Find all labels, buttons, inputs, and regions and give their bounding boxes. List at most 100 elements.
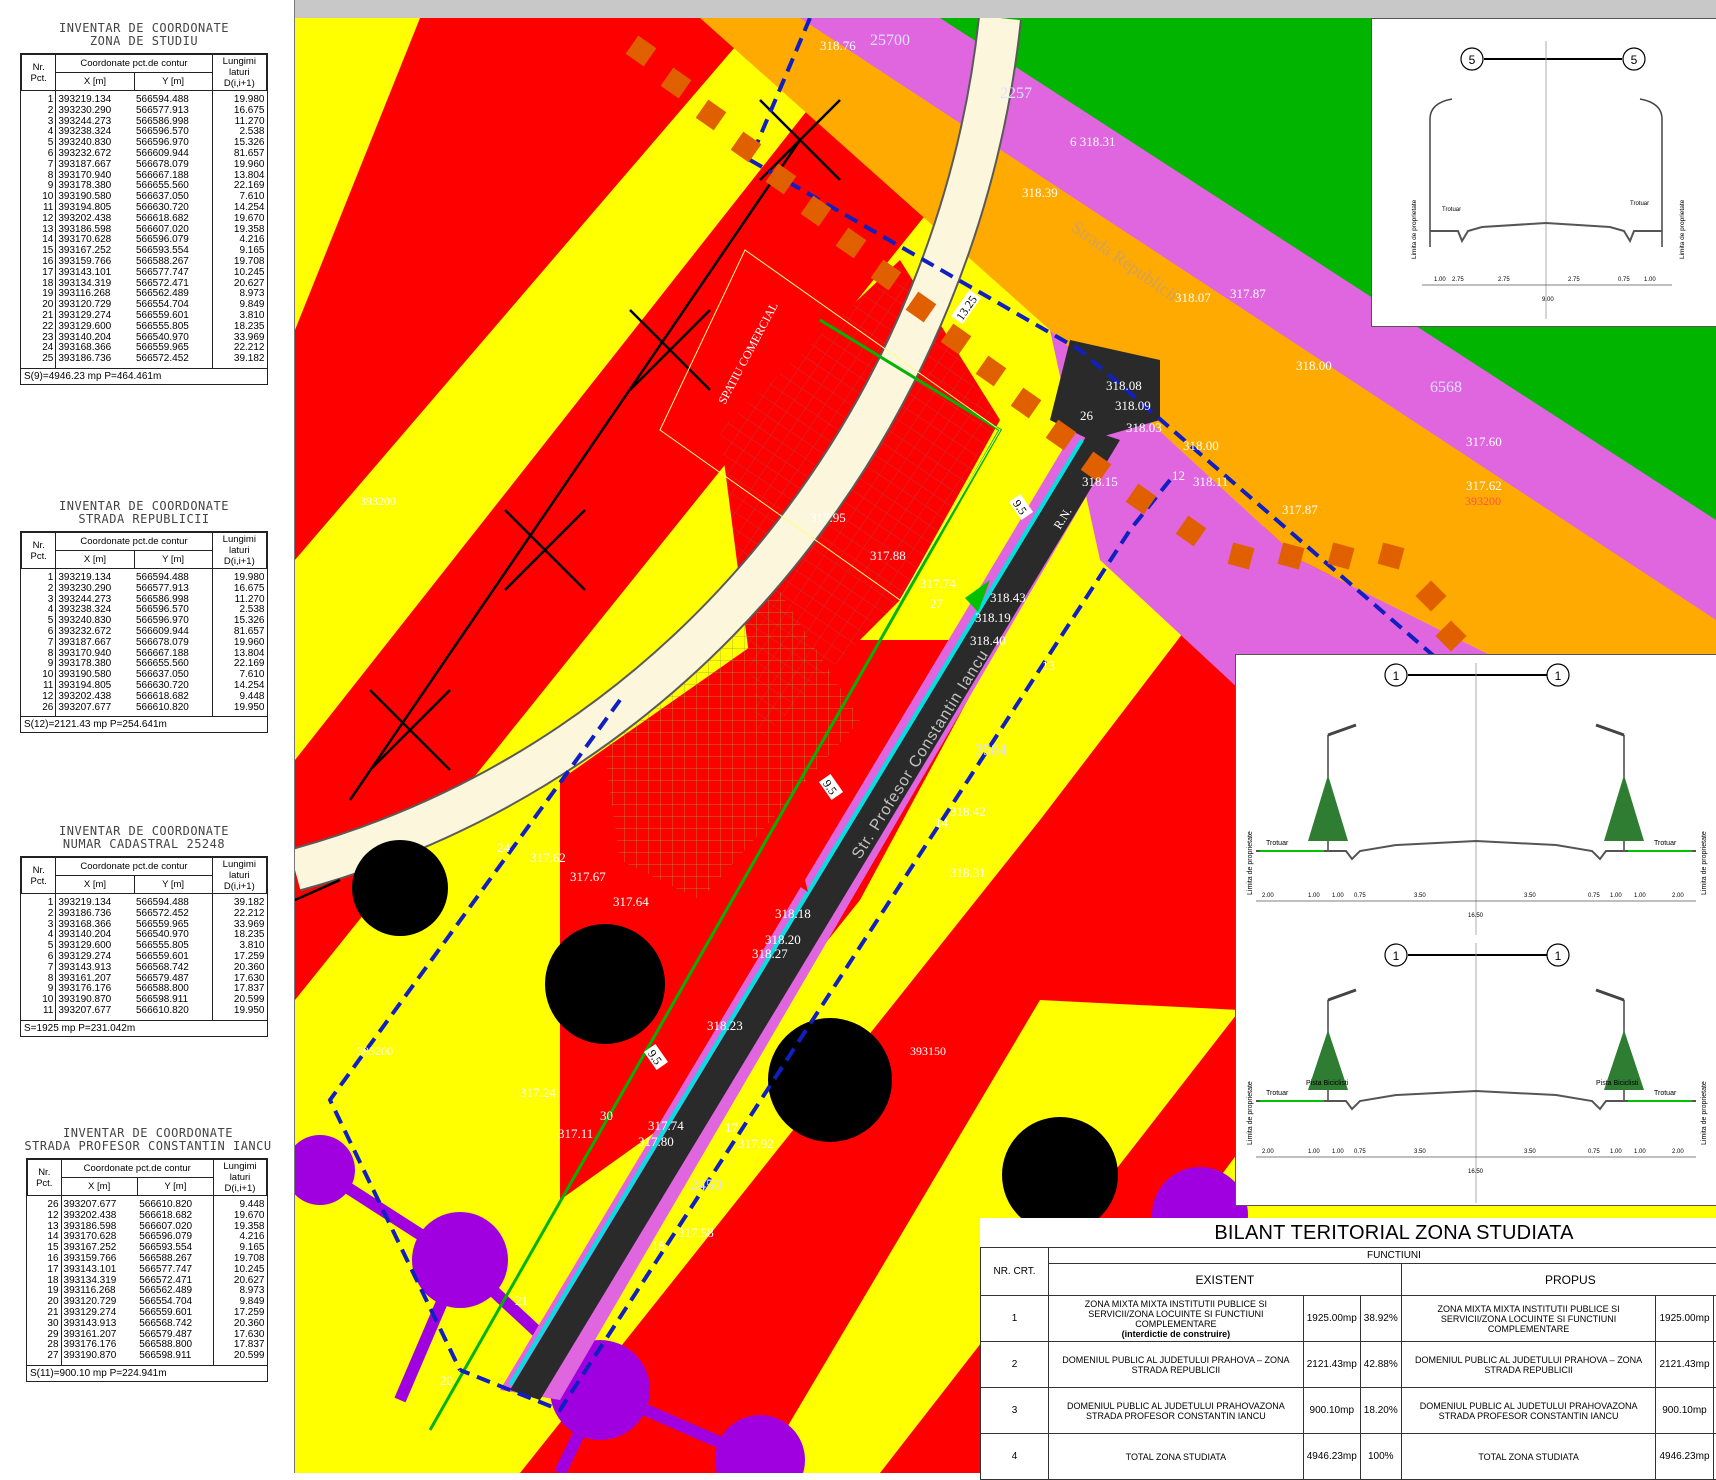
bilant-cell-ex-desc: DOMENIUL PUBLIC AL JUDETULUI PRAHOVAZONA… — [1049, 1388, 1304, 1434]
elev-label: 318.42 — [950, 804, 986, 819]
elev-label: 318.19 — [975, 610, 1011, 625]
dim-label: 2.75 — [1452, 277, 1464, 283]
cell-x: 393143.101 — [61, 1265, 137, 1276]
col-header-x: X [m] — [56, 551, 134, 569]
col-header-y: Y [m] — [134, 876, 212, 894]
dim-label: 2.75 — [1568, 277, 1580, 283]
inventory-zona-studiu: INVENTAR DE COORDONATE ZONA DE STUDIU Nr… — [20, 22, 268, 385]
cell-nr: 25 — [22, 354, 56, 368]
elev-label: 317.95 — [810, 510, 846, 525]
cadastral-label: 6568 — [1430, 379, 1462, 396]
cell-length: 20.599 — [213, 1351, 266, 1365]
cell-length: 9.448 — [213, 1196, 266, 1211]
cell-length: 19.960 — [212, 638, 266, 649]
elev-label: 317.62 — [1466, 478, 1502, 493]
bilant-cell-ex-pct: 38.92% — [1360, 1296, 1401, 1342]
pista-biciclisti-label: Pista Biciclisti — [1306, 1080, 1349, 1087]
col-header-y: Y [m] — [134, 73, 212, 91]
cell-length: 16.675 — [212, 584, 266, 595]
point-number: 14 — [935, 815, 949, 830]
bilant-cell-ex-desc: ZONA MIXTA MIXTA INSTITUTII PUBLICE SI S… — [1049, 1296, 1304, 1342]
cell-nr: 30 — [28, 1319, 62, 1330]
elev-label: 318.15 — [1082, 474, 1118, 489]
col-header-x: X [m] — [61, 1178, 137, 1196]
cell-x: 393190.870 — [61, 1351, 137, 1365]
bilant-cell-pr-desc: DOMENIUL PUBLIC AL JUDETULUI PRAHOVA – Z… — [1401, 1342, 1656, 1388]
cadastral-label: 3584 — [975, 742, 1007, 759]
col-header-x: X [m] — [56, 73, 134, 91]
elev-label: 317.92 — [738, 1136, 774, 1151]
bilant-teritorial: BILANT TERITORIAL ZONA STUDIATA NR. CRT.… — [980, 1218, 1716, 1473]
cell-nr: 12 — [22, 692, 56, 703]
cell-x: 393129.600 — [56, 322, 134, 333]
cell-nr: 11 — [22, 1006, 56, 1020]
dim-label: 2.00 — [1672, 1149, 1684, 1155]
bilant-cell-nr: 1 — [981, 1296, 1049, 1342]
bilant-cell-ex-area: 900.10mp — [1303, 1388, 1360, 1434]
cell-nr: 12 — [28, 1211, 62, 1222]
limita-proprietate-label: Limita de proprietate — [1701, 1081, 1708, 1145]
dim-label: 0.75 — [1354, 893, 1366, 899]
limita-proprietate-label: Limita de proprietate — [1247, 1081, 1254, 1145]
cell-length: 19.980 — [212, 91, 266, 106]
bilant-header-functiuni: FUNCTIUNI — [1049, 1248, 1716, 1264]
cell-x: 393143.913 — [56, 963, 134, 974]
point-number: 27 — [930, 596, 944, 611]
bilant-cell-ex-pct: 18.20% — [1360, 1388, 1401, 1434]
elev-label: 317.64 — [613, 894, 649, 909]
coordinate-inventory-panel: INVENTAR DE COORDONATE ZONA DE STUDIU Nr… — [0, 0, 295, 1473]
col-header-nr: Nr. Pct. — [22, 55, 56, 91]
cell-y: 566577.913 — [134, 106, 212, 117]
elev-label: 317.74 — [648, 1118, 684, 1133]
col-header-nr: Nr. Pct. — [22, 858, 56, 894]
inventory-strada-republicii: INVENTAR DE COORDONATE STRADA REPUBLICII… — [20, 500, 268, 733]
cell-length: 20.360 — [212, 963, 266, 974]
cell-length: 19.950 — [212, 1006, 266, 1020]
cell-y: 566572.452 — [134, 909, 212, 920]
dim-label: 1.00 — [1332, 1149, 1344, 1155]
dim-label: 1.00 — [1332, 893, 1344, 899]
tree-icon — [1308, 775, 1348, 841]
bilant-header-propus: PROPUS — [1401, 1264, 1716, 1296]
cell-x: 393207.677 — [56, 703, 134, 717]
col-header-nr: Nr. Pct. — [22, 533, 56, 569]
elev-label: 318.43 — [990, 590, 1026, 605]
dim-label: 1.00 — [1634, 893, 1646, 899]
elev-label: 317.87 — [1282, 502, 1318, 517]
limita-proprietate-label: Limita de proprietate — [1701, 831, 1708, 895]
cell-length: 22.212 — [212, 909, 266, 920]
cell-y: 566577.913 — [134, 584, 212, 595]
cell-nr: 27 — [28, 1351, 62, 1365]
dim-label: 1.00 — [1610, 1149, 1622, 1155]
elev-label: 318.23 — [707, 1018, 743, 1033]
cell-x: 393219.134 — [56, 91, 134, 106]
cell-nr: 1 — [22, 569, 56, 584]
bilant-cell-nr: 3 — [981, 1388, 1049, 1434]
limita-proprietate-label: Limita de proprietate — [1411, 199, 1418, 259]
section-marker-label: 1 — [1555, 949, 1562, 963]
cell-nr: 7 — [22, 160, 56, 171]
cell-y: 566594.488 — [134, 91, 212, 106]
elev-label: 318.27 — [752, 946, 788, 961]
cadastral-label: 2450 — [690, 1177, 722, 1194]
col-header-coord: Coordonate pct.de contur — [61, 1160, 213, 1178]
bilant-cell-pr-area: 1925.00mp — [1656, 1296, 1713, 1342]
point-number: 26 — [1080, 408, 1094, 423]
inventory-title: INVENTAR DE COORDONATE STRADA REPUBLICII — [20, 500, 268, 526]
cell-x: 393207.677 — [56, 1006, 134, 1020]
dim-label: 3.50 — [1414, 893, 1426, 899]
bilant-cell-ex-pct: 42.88% — [1360, 1342, 1401, 1388]
cell-y: 566572.452 — [134, 354, 212, 368]
inventory-title: INVENTAR DE COORDONATE NUMAR CADASTRAL 2… — [20, 825, 268, 851]
elev-label: 318.39 — [1022, 185, 1058, 200]
cadastral-label: 2257 — [1000, 85, 1032, 102]
